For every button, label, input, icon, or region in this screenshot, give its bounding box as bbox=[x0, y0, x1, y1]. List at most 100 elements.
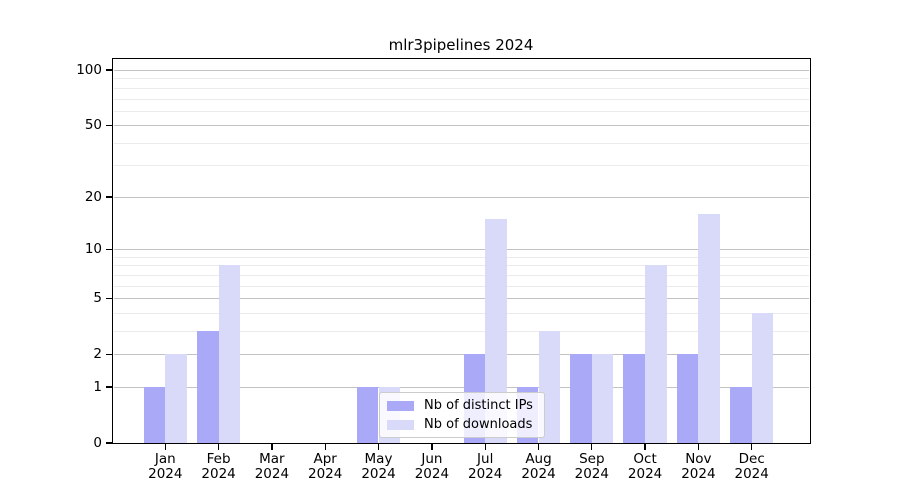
bar-nb-of-distinct-ips-oct bbox=[623, 354, 646, 443]
x-tick-mark bbox=[324, 444, 326, 450]
y-tick-label: 50 bbox=[84, 117, 102, 134]
x-tick-label: May 2024 bbox=[349, 452, 409, 482]
x-tick-month: Jul bbox=[477, 451, 494, 467]
bar-nb-of-downloads-feb bbox=[218, 265, 241, 443]
y-tick-mark bbox=[106, 69, 112, 71]
plot-area bbox=[112, 58, 811, 444]
x-tick-mark bbox=[431, 444, 433, 450]
y-tick-mark bbox=[106, 124, 112, 126]
legend-entry-distinct-ips: Nb of distinct IPs bbox=[387, 398, 536, 413]
bar-nb-of-distinct-ips-sep bbox=[570, 354, 592, 443]
minor-gridline bbox=[114, 285, 809, 287]
x-tick-year: 2024 bbox=[414, 466, 450, 482]
x-tick-mark bbox=[644, 444, 646, 450]
x-tick-year: 2024 bbox=[254, 466, 290, 482]
x-tick-mark bbox=[164, 444, 166, 450]
chart-title: mlr3pipelines 2024 bbox=[388, 36, 534, 54]
bar-nb-of-downloads-nov bbox=[698, 214, 721, 443]
major-gridline bbox=[114, 249, 809, 251]
y-tick-label: 5 bbox=[93, 290, 102, 307]
x-tick-year: 2024 bbox=[627, 466, 663, 482]
x-tick-mark bbox=[697, 444, 700, 450]
bar-nb-of-distinct-ips-feb bbox=[196, 331, 219, 443]
x-tick-mark bbox=[537, 444, 540, 450]
x-tick-year: 2024 bbox=[521, 466, 556, 482]
x-tick-mark bbox=[217, 444, 220, 450]
x-tick-label: Nov 2024 bbox=[668, 452, 728, 482]
y-tick-label: 0 bbox=[93, 435, 102, 451]
y-tick-mark bbox=[106, 196, 112, 198]
x-tick-month: Sep bbox=[579, 451, 605, 467]
x-tick-mark bbox=[751, 444, 753, 450]
minor-gridline bbox=[114, 312, 809, 314]
x-tick-month: May bbox=[364, 451, 393, 467]
y-tick-mark bbox=[106, 386, 112, 388]
minor-gridline bbox=[114, 87, 809, 89]
bar-nb-of-distinct-ips-jan bbox=[143, 387, 166, 443]
x-tick-year: 2024 bbox=[574, 466, 609, 482]
x-tick-label: Feb 2024 bbox=[189, 452, 249, 482]
x-tick-label: Jan 2024 bbox=[135, 452, 195, 482]
x-tick-year: 2024 bbox=[148, 466, 183, 482]
bar-nb-of-distinct-ips-nov bbox=[676, 354, 699, 443]
x-tick-mark bbox=[271, 444, 273, 450]
x-tick-label: Oct 2024 bbox=[615, 452, 675, 482]
minor-gridline bbox=[114, 110, 809, 112]
major-gridline bbox=[114, 70, 809, 71]
bar-nb-of-downloads-jul bbox=[485, 218, 507, 443]
x-tick-month: Jun bbox=[421, 451, 443, 467]
legend-entry-downloads: Nb of downloads bbox=[387, 417, 536, 432]
x-tick-label: Apr 2024 bbox=[295, 452, 355, 482]
bar-nb-of-downloads-sep bbox=[591, 354, 614, 443]
minor-gridline bbox=[114, 78, 809, 80]
major-gridline bbox=[114, 196, 809, 198]
x-tick-month: Dec bbox=[738, 451, 765, 467]
legend-swatch-distinct-ips-icon bbox=[387, 400, 414, 411]
x-tick-year: 2024 bbox=[681, 466, 716, 482]
bar-nb-of-distinct-ips-dec bbox=[730, 387, 752, 443]
bar-nb-of-distinct-ips-may bbox=[356, 387, 379, 443]
x-tick-year: 2024 bbox=[468, 466, 503, 482]
x-tick-year: 2024 bbox=[308, 466, 343, 482]
x-tick-month: Oct bbox=[633, 451, 657, 467]
x-tick-label: Sep 2024 bbox=[562, 452, 622, 482]
minor-gridline bbox=[114, 256, 809, 258]
minor-gridline bbox=[114, 331, 809, 332]
major-gridline bbox=[114, 125, 809, 127]
x-tick-month: Mar bbox=[259, 451, 285, 467]
legend-label-distinct-ips: Nb of distinct IPs bbox=[424, 398, 533, 413]
minor-gridline bbox=[114, 142, 809, 144]
x-tick-label: Dec 2024 bbox=[722, 452, 782, 482]
x-tick-month: Aug bbox=[525, 451, 552, 467]
y-tick-mark bbox=[106, 442, 112, 444]
x-tick-month: Nov bbox=[685, 451, 712, 467]
major-gridline bbox=[114, 354, 809, 356]
bar-nb-of-downloads-jan bbox=[165, 354, 187, 443]
x-tick-label: Aug 2024 bbox=[509, 452, 569, 482]
x-tick-mark bbox=[591, 444, 593, 450]
legend-label-downloads: Nb of downloads bbox=[424, 417, 533, 432]
bar-nb-of-downloads-oct bbox=[645, 265, 667, 443]
y-tick-mark bbox=[106, 353, 112, 355]
x-tick-month: Feb bbox=[206, 451, 231, 467]
y-tick-label: 2 bbox=[93, 346, 102, 363]
x-tick-label: Jul 2024 bbox=[455, 452, 515, 482]
y-tick-mark bbox=[106, 248, 112, 250]
x-tick-month: Apr bbox=[313, 451, 337, 467]
y-tick-mark bbox=[106, 297, 112, 299]
major-gridline bbox=[114, 298, 809, 300]
bar-nb-of-downloads-dec bbox=[751, 312, 774, 443]
x-tick-mark bbox=[377, 444, 380, 450]
y-tick-label: 20 bbox=[84, 188, 102, 205]
x-tick-year: 2024 bbox=[201, 466, 236, 482]
legend-swatch-downloads-icon bbox=[387, 419, 414, 430]
minor-gridline bbox=[114, 274, 809, 276]
x-tick-month: Jan bbox=[154, 451, 176, 467]
y-tick-label: 100 bbox=[76, 62, 102, 78]
minor-gridline bbox=[114, 265, 809, 267]
minor-gridline bbox=[114, 98, 809, 100]
minor-gridline bbox=[114, 165, 809, 167]
y-tick-label: 1 bbox=[93, 379, 102, 395]
y-tick-label: 10 bbox=[84, 241, 102, 258]
